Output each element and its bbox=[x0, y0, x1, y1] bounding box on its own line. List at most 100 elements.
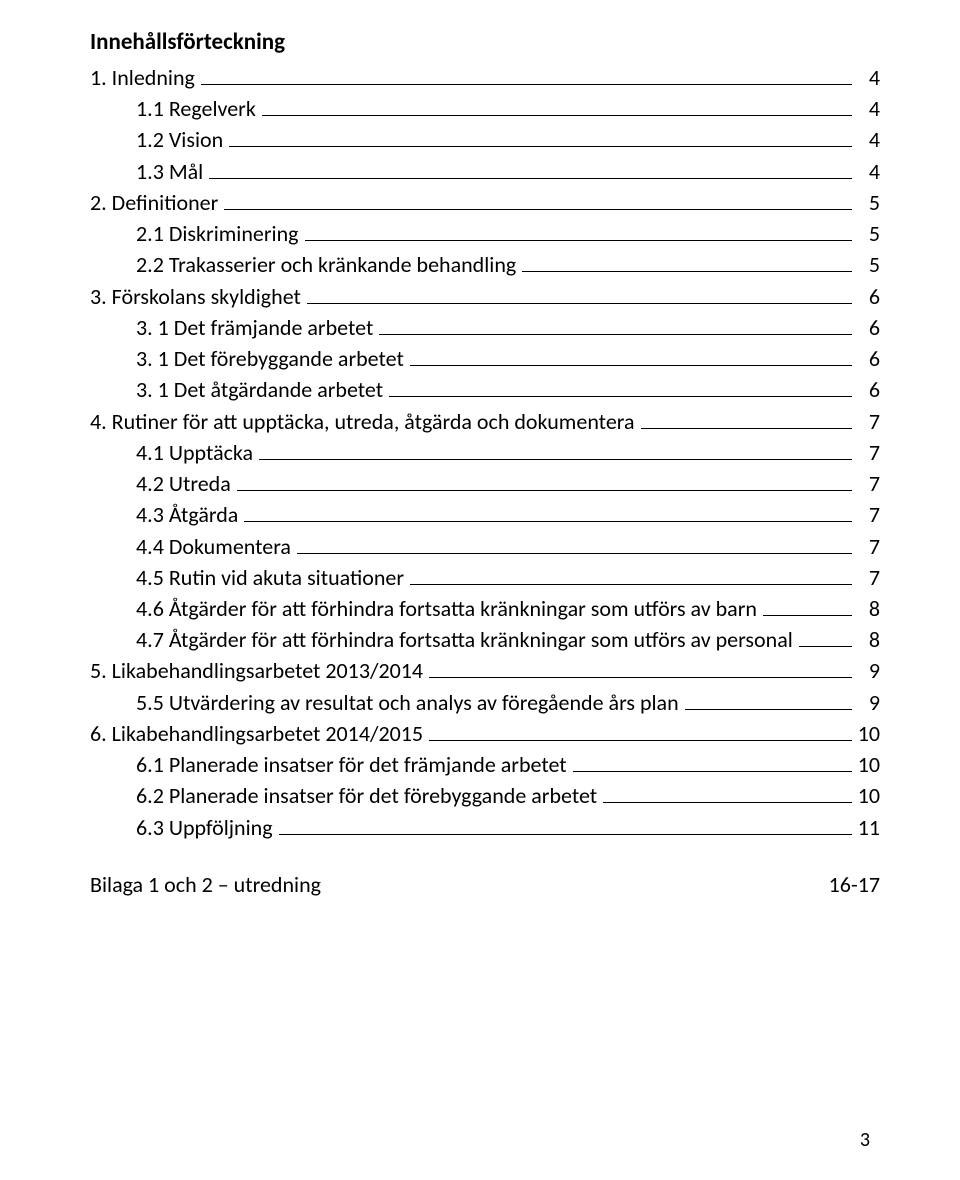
toc-entry-page: 7 bbox=[858, 531, 880, 562]
toc-entry-label: 5. Likabehandlingsarbetet 2013/2014 bbox=[90, 655, 423, 686]
toc-entry-label: 4. Rutiner för att upptäcka, utreda, åtg… bbox=[90, 406, 635, 437]
toc-entry: 4.3 Åtgärda 7 bbox=[90, 499, 880, 530]
toc-leader bbox=[410, 345, 852, 366]
toc-entry-label: 6.3 Uppföljning bbox=[136, 812, 273, 843]
appendix-range: 16-17 bbox=[829, 871, 880, 898]
toc-entry: 5.5 Utvärdering av resultat och analys a… bbox=[90, 687, 880, 718]
toc-entry-page: 5 bbox=[858, 187, 880, 218]
toc-entry-label: 4.6 Åtgärder för att förhindra fortsatta… bbox=[136, 593, 757, 624]
toc-entry-page: 6 bbox=[858, 374, 880, 405]
toc-list: 1. Inledning41.1 Regelverk41.2 Vision41.… bbox=[90, 62, 880, 843]
toc-entry-page: 7 bbox=[858, 499, 880, 530]
toc-entry: 4.4 Dokumentera 7 bbox=[90, 531, 880, 562]
page-number: 3 bbox=[860, 1128, 870, 1152]
toc-entry: 3. Förskolans skyldighet 6 bbox=[90, 281, 880, 312]
spacer bbox=[90, 843, 880, 871]
toc-entry: 4.2 Utreda 7 bbox=[90, 468, 880, 499]
toc-entry-label: 2.1 Diskriminering bbox=[136, 218, 299, 249]
toc-entry-label: 3. 1 Det förebyggande arbetet bbox=[136, 343, 404, 374]
toc-entry-label: 4.3 Åtgärda bbox=[136, 499, 238, 530]
toc-entry-label: 3. Förskolans skyldighet bbox=[90, 281, 301, 312]
toc-entry-label: 1.1 Regelverk bbox=[136, 93, 256, 124]
toc-leader bbox=[237, 470, 852, 491]
toc-leader bbox=[259, 439, 852, 460]
toc-leader bbox=[389, 377, 852, 398]
toc-entry-page: 8 bbox=[858, 593, 880, 624]
toc-entry-page: 7 bbox=[858, 468, 880, 499]
toc-entry-label: 4.7 Åtgärder för att förhindra fortsatta… bbox=[136, 624, 793, 655]
toc-entry-label: 6. Likabehandlingsarbetet 2014/2015 bbox=[90, 718, 423, 749]
toc-entry-label: 1.2 Vision bbox=[136, 124, 223, 155]
toc-entry: 3. 1 Det främjande arbetet6 bbox=[90, 312, 880, 343]
toc-entry-page: 9 bbox=[858, 655, 880, 686]
toc-entry: 2.1 Diskriminering5 bbox=[90, 218, 880, 249]
toc-entry-page: 8 bbox=[858, 624, 880, 655]
toc-entry-label: 4.2 Utreda bbox=[136, 468, 231, 499]
toc-entry-label: 6.1 Planerade insatser för det främjande… bbox=[136, 749, 567, 780]
toc-entry-label: 4.1 Upptäcka bbox=[136, 437, 253, 468]
toc-leader bbox=[429, 658, 852, 679]
toc-entry-page: 10 bbox=[858, 780, 880, 811]
toc-entry: 4. Rutiner för att upptäcka, utreda, åtg… bbox=[90, 406, 880, 437]
toc-entry-label: 1.3 Mål bbox=[136, 156, 203, 187]
toc-leader bbox=[799, 626, 852, 647]
toc-entry-page: 4 bbox=[858, 62, 880, 93]
toc-entry-label: 6.2 Planerade insatser för det förebygga… bbox=[136, 780, 597, 811]
toc-leader bbox=[279, 814, 852, 835]
toc-entry-label: 1. Inledning bbox=[90, 62, 195, 93]
appendix-label: Bilaga 1 och 2 – utredning bbox=[90, 871, 321, 898]
toc-entry: 3. 1 Det åtgärdande arbetet 6 bbox=[90, 374, 880, 405]
toc-entry: 3. 1 Det förebyggande arbetet 6 bbox=[90, 343, 880, 374]
toc-entry-page: 7 bbox=[858, 562, 880, 593]
toc-heading: Innehållsförteckning bbox=[90, 28, 880, 56]
toc-entry-label: 2.2 Trakasserier och kränkande behandlin… bbox=[136, 249, 516, 280]
toc-entry-page: 7 bbox=[858, 437, 880, 468]
toc-entry: 6.3 Uppföljning 11 bbox=[90, 812, 880, 843]
toc-entry-page: 10 bbox=[858, 749, 880, 780]
toc-entry: 1.1 Regelverk 4 bbox=[90, 93, 880, 124]
document-page: Innehållsförteckning 1. Inledning41.1 Re… bbox=[0, 0, 960, 1180]
toc-entry: 1. Inledning 4 bbox=[90, 62, 880, 93]
toc-entry-label: 4.5 Rutin vid akuta situationer bbox=[136, 562, 404, 593]
toc-entry-label: 3. 1 Det främjande arbetet bbox=[136, 312, 373, 343]
toc-entry: 4.7 Åtgärder för att förhindra fortsatta… bbox=[90, 624, 880, 655]
toc-leader bbox=[522, 252, 852, 273]
toc-entry-page: 4 bbox=[858, 156, 880, 187]
toc-entry-page: 6 bbox=[858, 343, 880, 374]
toc-leader bbox=[307, 283, 852, 304]
toc-entry: 2. Definitioner 5 bbox=[90, 187, 880, 218]
toc-entry: 4.6 Åtgärder för att förhindra fortsatta… bbox=[90, 593, 880, 624]
toc-entry-label: 2. Definitioner bbox=[90, 187, 218, 218]
toc-entry-label: 4.4 Dokumentera bbox=[136, 531, 291, 562]
toc-leader bbox=[429, 720, 852, 741]
toc-leader bbox=[201, 64, 852, 85]
toc-entry: 6.2 Planerade insatser för det förebygga… bbox=[90, 780, 880, 811]
toc-leader bbox=[262, 95, 852, 116]
toc-leader bbox=[297, 533, 852, 554]
toc-entry: 2.2 Trakasserier och kränkande behandlin… bbox=[90, 249, 880, 280]
toc-entry: 1.2 Vision 4 bbox=[90, 124, 880, 155]
appendix-line: Bilaga 1 och 2 – utredning 16-17 bbox=[90, 871, 880, 898]
toc-entry-page: 5 bbox=[858, 249, 880, 280]
toc-entry-page: 9 bbox=[858, 687, 880, 718]
toc-entry-page: 11 bbox=[858, 812, 880, 843]
toc-leader bbox=[244, 501, 852, 522]
toc-entry: 5. Likabehandlingsarbetet 2013/2014 9 bbox=[90, 655, 880, 686]
toc-leader bbox=[641, 408, 852, 429]
toc-entry-page: 6 bbox=[858, 281, 880, 312]
toc-entry-page: 10 bbox=[858, 718, 880, 749]
toc-leader bbox=[209, 158, 852, 179]
toc-leader bbox=[305, 220, 853, 241]
toc-leader bbox=[763, 595, 852, 616]
toc-entry-page: 4 bbox=[858, 124, 880, 155]
toc-entry-label: 5.5 Utvärdering av resultat och analys a… bbox=[136, 687, 679, 718]
toc-entry-page: 4 bbox=[858, 93, 880, 124]
toc-leader bbox=[410, 564, 852, 585]
toc-leader bbox=[603, 783, 852, 804]
toc-leader bbox=[573, 751, 852, 772]
toc-entry-label: 3. 1 Det åtgärdande arbetet bbox=[136, 374, 383, 405]
toc-entry: 1.3 Mål 4 bbox=[90, 156, 880, 187]
toc-leader bbox=[685, 689, 852, 710]
toc-entry: 6. Likabehandlingsarbetet 2014/2015 10 bbox=[90, 718, 880, 749]
toc-entry: 4.1 Upptäcka 7 bbox=[90, 437, 880, 468]
